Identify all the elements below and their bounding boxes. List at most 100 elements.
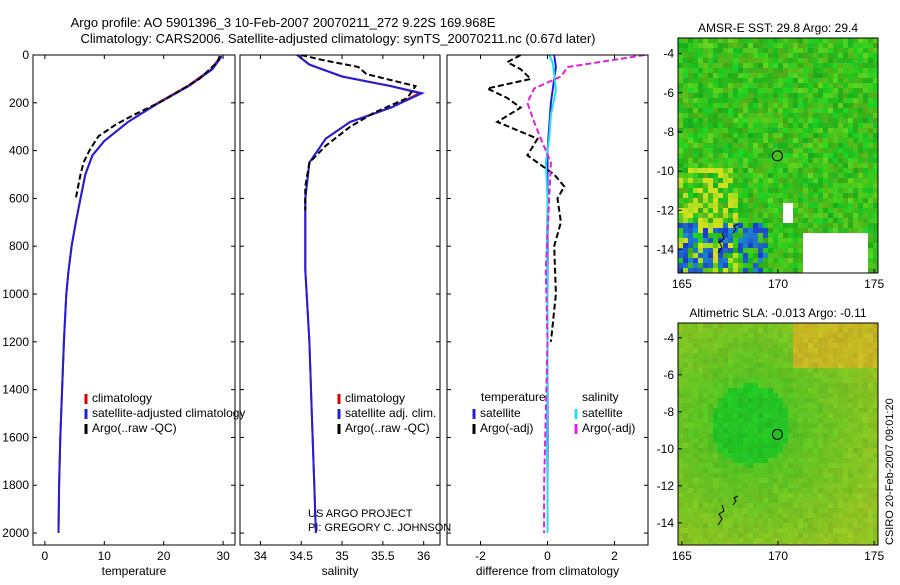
sst-map-cell (743, 138, 748, 143)
sst-map-cell (753, 103, 758, 108)
sla-map-cell (683, 478, 688, 483)
sla-map-cell (783, 328, 788, 333)
sst-map-cell (783, 168, 788, 173)
sla-map-cells (678, 323, 878, 545)
sla-map-cell (688, 418, 693, 423)
sst-map-cell (868, 118, 873, 123)
sla-map-cell (803, 503, 808, 508)
sst-map-cell (853, 218, 858, 223)
sst-map-cell (823, 208, 828, 213)
sla-map-cell (698, 468, 703, 473)
sla-map-cell (818, 488, 823, 493)
sla-map-cell (683, 458, 688, 463)
sst-map-cell (768, 43, 773, 48)
sst-map-cell (708, 268, 713, 273)
sst-map-cell (728, 48, 733, 53)
sla-map-cell (863, 488, 868, 493)
sla-map-cell (818, 363, 823, 368)
sst-map-cell (738, 183, 743, 188)
sst-map-cell (698, 268, 703, 273)
sla-map-cell (808, 488, 813, 493)
sst-map-cell (793, 233, 798, 238)
sst-map-cell (723, 123, 728, 128)
sst-map-cell (748, 153, 753, 158)
sla-map-cell (788, 378, 793, 383)
sla-map-cell (703, 438, 708, 443)
sst-map-cell (788, 198, 793, 203)
sst-map-cell (713, 123, 718, 128)
sst-map-cell (748, 268, 753, 273)
sst-map-cell (713, 133, 718, 138)
sla-map-cell (688, 533, 693, 538)
sla-map-cell (823, 413, 828, 418)
sla-map-cell (688, 403, 693, 408)
sst-map-cell (803, 118, 808, 123)
sst-map-cell (713, 168, 718, 173)
sst-map-cell (818, 258, 823, 263)
sst-map-cell (823, 93, 828, 98)
sla-map-cell (858, 398, 863, 403)
sla-map-cell (778, 363, 783, 368)
sst-map-cell (748, 198, 753, 203)
sla-map-cell (873, 438, 878, 443)
sst-map-cell (808, 123, 813, 128)
sst-map-cell (698, 153, 703, 158)
sla-map-cell (843, 363, 848, 368)
sst-map-cell (843, 218, 848, 223)
sst-map-cell (798, 48, 803, 53)
sst-map-cell (733, 213, 738, 218)
sla-map-cell (683, 353, 688, 358)
sla-map-cell (733, 408, 738, 413)
sla-map-cell (853, 348, 858, 353)
sla-map-cell (793, 353, 798, 358)
sla-map-cell (713, 408, 718, 413)
sla-map-cell (823, 433, 828, 438)
sla-map-cell (858, 513, 863, 518)
sst-map-cell (828, 148, 833, 153)
sla-map-cell (698, 493, 703, 498)
sst-map-cell (808, 223, 813, 228)
sst-map-cell (868, 238, 873, 243)
sla-map-cell (743, 393, 748, 398)
sst-map-cell (803, 178, 808, 183)
sst-map-cell (863, 198, 868, 203)
sla-map-cell (743, 453, 748, 458)
sla-map-cell (703, 358, 708, 363)
sla-map-cell (793, 518, 798, 523)
sst-map-cell (773, 268, 778, 273)
sla-map-cell (803, 453, 808, 458)
sla-map-cell (803, 538, 808, 543)
sst-map-cell (853, 133, 858, 138)
sst-map-cell (833, 108, 838, 113)
sst-map-cell (698, 58, 703, 63)
sst-map-cell (823, 68, 828, 73)
sst-map-cell (768, 93, 773, 98)
sla-map-cell (738, 473, 743, 478)
sst-map-cell (713, 148, 718, 153)
sla-map-cell (723, 488, 728, 493)
sst-map-cell (708, 213, 713, 218)
sst-map-cell (838, 58, 843, 63)
sla-map-cell (793, 348, 798, 353)
sla-map-cell (733, 418, 738, 423)
sla-map-cell (698, 368, 703, 373)
sla-map-cell (783, 353, 788, 358)
sst-map-cell (853, 78, 858, 83)
sla-map-cell (688, 518, 693, 523)
sla-map-cell (773, 358, 778, 363)
sst-map-cell (783, 188, 788, 193)
sla-map-cell (783, 513, 788, 518)
sla-map-cell (833, 528, 838, 533)
sst-map-cell (778, 198, 783, 203)
sla-map-cell (848, 463, 853, 468)
sla-map-cell (778, 498, 783, 503)
sla-map-cell (793, 508, 798, 513)
sla-map-cell (738, 363, 743, 368)
sla-map-cell (713, 498, 718, 503)
sla-map-cell (678, 428, 683, 433)
sla-map-cell (838, 338, 843, 343)
sst-map-cell (823, 108, 828, 113)
sst-map-cell (718, 258, 723, 263)
sla-map-cell (798, 378, 803, 383)
sla-map-cell (723, 453, 728, 458)
